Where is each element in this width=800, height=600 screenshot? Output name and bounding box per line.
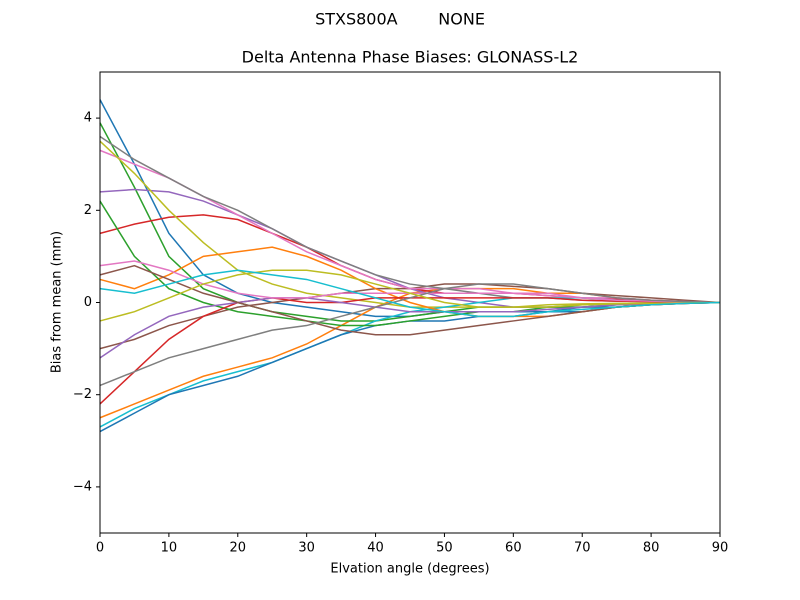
x-tick-label: 10 (161, 541, 178, 556)
series-line (99, 269, 721, 318)
series-line (99, 297, 721, 359)
x-tick-label: 70 (574, 541, 591, 556)
suptitle: STXS800A NONE (315, 10, 485, 29)
x-tick-label: 30 (298, 541, 315, 556)
x-tick-label: 80 (643, 541, 660, 556)
x-tick-label: 0 (96, 541, 104, 556)
x-axis-label: Elvation angle (degrees) (330, 562, 489, 577)
x-tick-label: 20 (230, 541, 247, 556)
x-tick-label: 50 (436, 541, 453, 556)
series-line (99, 269, 721, 322)
y-axis-label: Bias from mean (mm) (50, 231, 65, 373)
y-tick-label: 2 (84, 203, 92, 218)
x-tick-label: 90 (712, 541, 729, 556)
series-line (99, 283, 721, 387)
plot-frame (99, 71, 721, 534)
x-tick-label: 40 (367, 541, 384, 556)
chart-title: Delta Antenna Phase Biases: GLONASS-L2 (242, 48, 579, 67)
y-tick-label: 4 (84, 111, 92, 126)
y-tick-label: −2 (73, 387, 92, 402)
y-tick-label: 0 (84, 295, 92, 310)
x-tick-label: 60 (505, 541, 522, 556)
y-tick-label: −4 (73, 479, 92, 494)
